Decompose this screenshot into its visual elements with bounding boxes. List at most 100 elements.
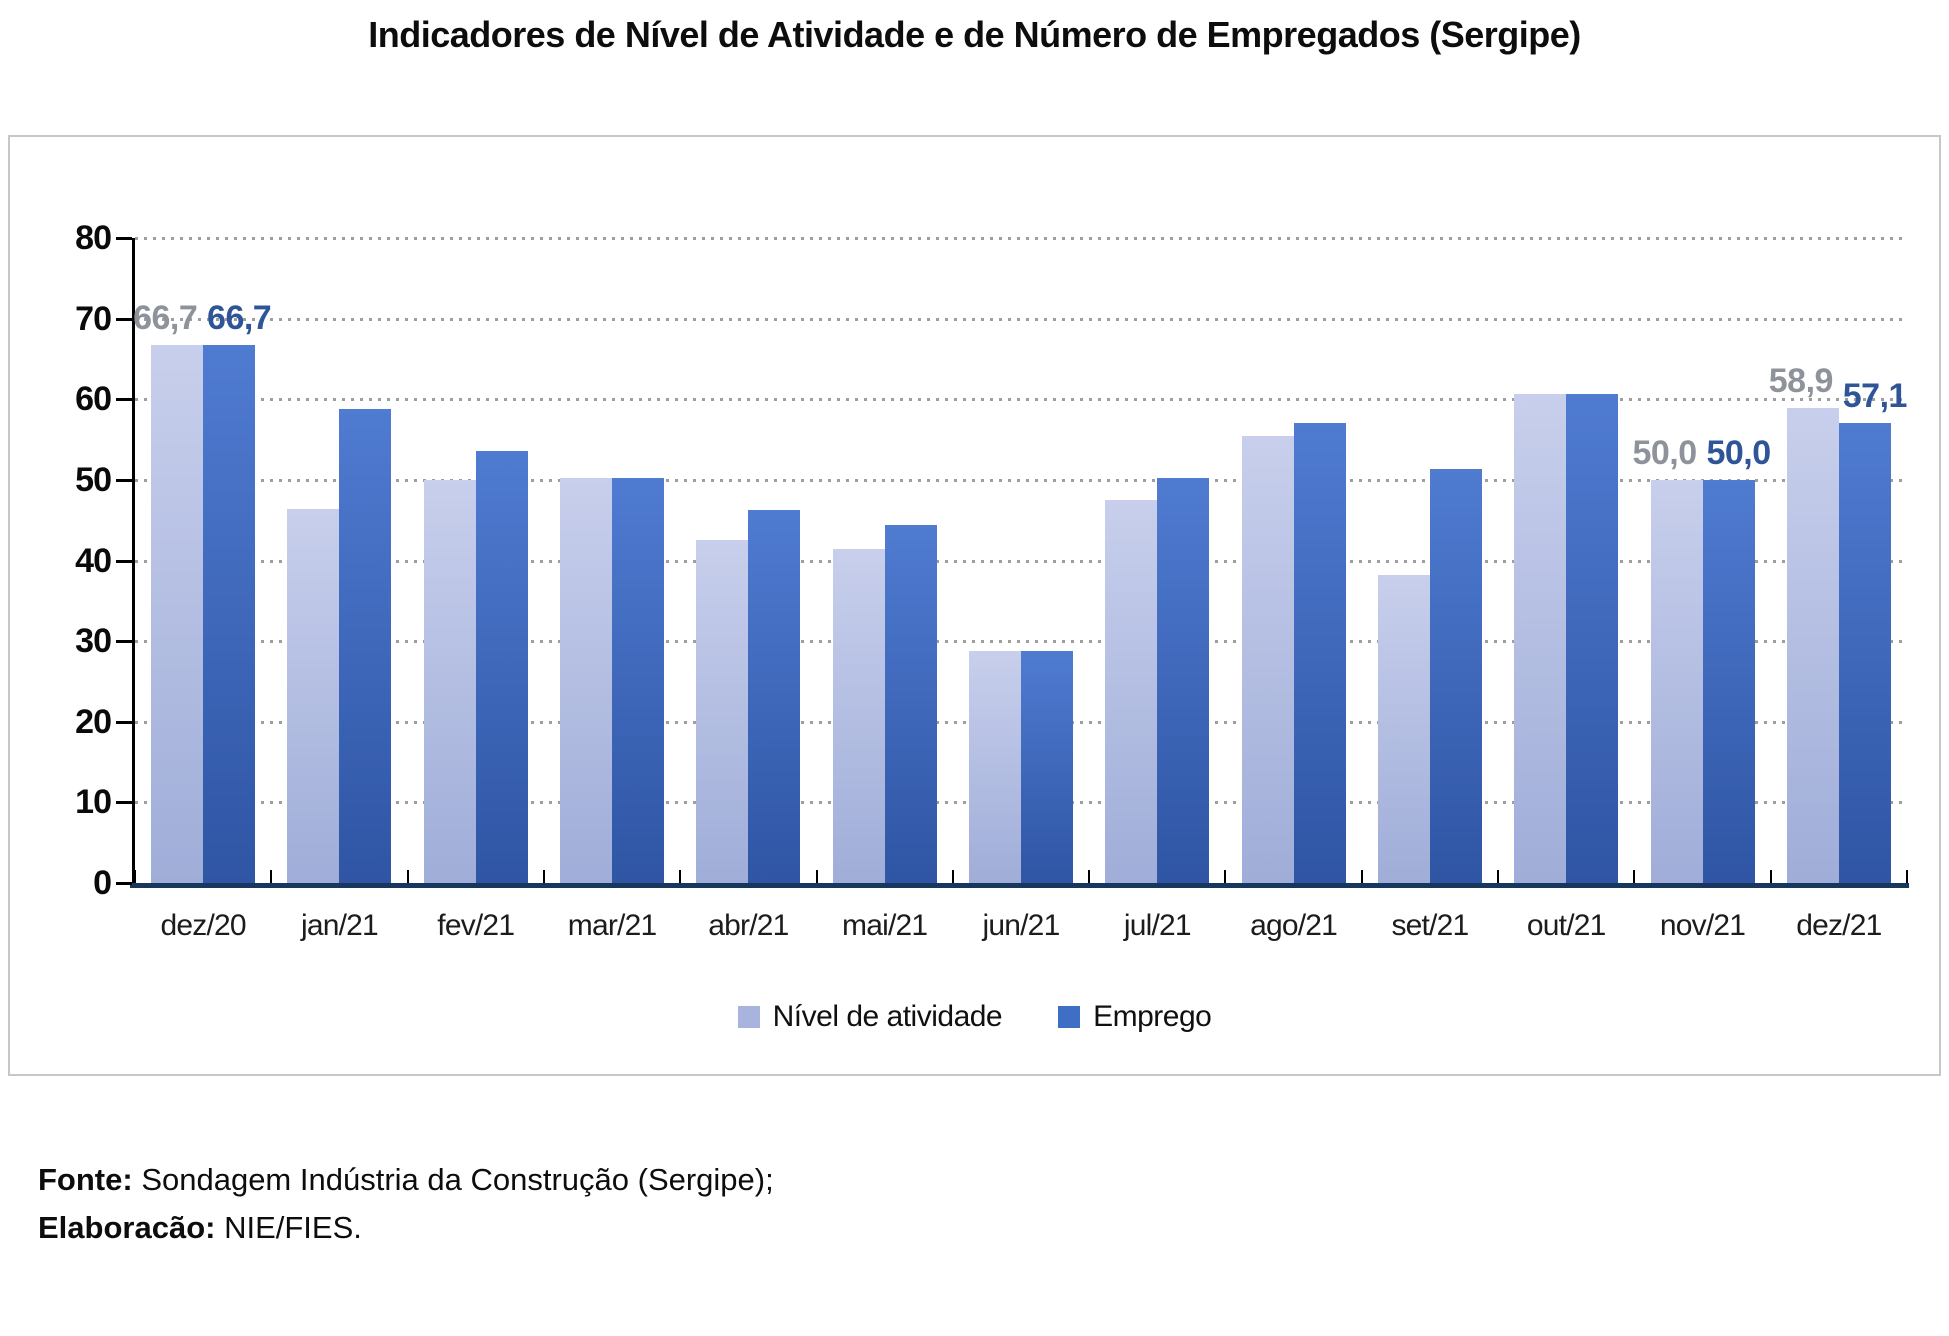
x-tick-label: abr/21 bbox=[708, 909, 789, 942]
elaboracao-text: NIE/FIES. bbox=[215, 1210, 362, 1245]
chart-frame: 0 10 20 30 40 50 60 70 80 dez/20 66,7 66,7 jan/21 fev… bbox=[8, 135, 1941, 1076]
bar-emprego bbox=[1021, 650, 1073, 883]
bar-nivel-de-atividade bbox=[1241, 436, 1294, 883]
bar-nivel-de-atividade bbox=[832, 549, 885, 883]
y-tick-label: 20 bbox=[75, 702, 112, 741]
bar-emprego bbox=[612, 478, 665, 883]
x-axis-tick bbox=[951, 870, 954, 883]
y-tick-label: 60 bbox=[75, 380, 112, 419]
y-axis-tick bbox=[116, 640, 132, 644]
legend-swatch-dark bbox=[1058, 1006, 1081, 1028]
y-axis-tick bbox=[116, 720, 132, 724]
x-tick-label: mar/21 bbox=[567, 909, 657, 942]
x-axis-tick bbox=[134, 870, 136, 883]
x-axis-tick bbox=[1633, 870, 1636, 883]
bar-emprego bbox=[1429, 469, 1482, 883]
x-tick-label: jul/21 bbox=[1123, 909, 1192, 942]
gridline-70 bbox=[135, 317, 1907, 321]
x-tick-label: ago/21 bbox=[1250, 909, 1338, 942]
bar-nivel-de-atividade bbox=[1650, 479, 1703, 883]
bar-nivel-de-atividade bbox=[1105, 500, 1158, 883]
bar-nivel-de-atividade bbox=[1377, 575, 1430, 883]
plot-area: 0 10 20 30 40 50 60 70 80 dez/20 66,7 66,7 jan/21 fev… bbox=[75, 219, 1909, 942]
legend-item-emprego: Emprego bbox=[1058, 1000, 1212, 1034]
legend-label: Nível de atividade bbox=[772, 1000, 1003, 1033]
x-axis-tick bbox=[270, 870, 273, 883]
bar-nivel-de-atividade bbox=[423, 479, 476, 883]
gridline-50 bbox=[135, 478, 1907, 482]
x-tick-label: jun/21 bbox=[982, 909, 1061, 942]
value-label-emprego: 66,7 bbox=[207, 299, 272, 338]
bar-emprego bbox=[1157, 478, 1210, 883]
elaboracao-label: Elaboracão: bbox=[38, 1210, 216, 1245]
y-tick-label: 80 bbox=[75, 219, 112, 257]
bar-nivel-de-atividade bbox=[287, 508, 340, 883]
value-label-nivel-de-atividade: 50,0 bbox=[1632, 433, 1697, 472]
gridline-60 bbox=[135, 398, 1907, 402]
x-tick-label: set/21 bbox=[1391, 909, 1469, 942]
y-axis-tick bbox=[116, 398, 132, 402]
y-tick-label: 70 bbox=[75, 299, 112, 338]
x-tick-label: dez/20 bbox=[160, 909, 247, 942]
fonte-text: Sondagem Indústria da Construção (Sergip… bbox=[132, 1162, 774, 1197]
gridline-40 bbox=[135, 559, 1907, 563]
x-axis-tick bbox=[1906, 870, 1908, 883]
y-axis-tick bbox=[116, 801, 132, 805]
bar-nivel-de-atividade bbox=[969, 650, 1021, 883]
bar-emprego bbox=[884, 525, 937, 883]
x-axis-tick bbox=[542, 870, 545, 883]
x-axis-tick bbox=[1769, 870, 1772, 883]
elaboracao-line: Elaboracão: NIE/FIES. bbox=[38, 1204, 774, 1252]
x-axis-tick bbox=[1360, 870, 1363, 883]
y-axis-tick bbox=[116, 478, 132, 482]
bar-emprego bbox=[1838, 422, 1891, 883]
value-label-emprego: 50,0 bbox=[1706, 433, 1771, 472]
x-tick-label: mai/21 bbox=[842, 909, 928, 942]
x-tick-label: fev/21 bbox=[437, 909, 515, 942]
legend-swatch-light bbox=[737, 1006, 760, 1028]
bar-emprego bbox=[1566, 393, 1619, 883]
y-axis-tick bbox=[116, 559, 132, 563]
bar-nivel-de-atividade bbox=[1786, 408, 1839, 883]
fonte-line: Fonte: Sondagem Indústria da Construção … bbox=[38, 1156, 774, 1204]
x-axis-tick bbox=[679, 870, 682, 883]
y-tick-label: 30 bbox=[75, 622, 112, 661]
bar-nivel-de-atividade bbox=[151, 345, 204, 883]
bar-emprego bbox=[1702, 479, 1755, 883]
bar-emprego bbox=[339, 408, 392, 883]
bar-emprego bbox=[748, 509, 801, 883]
y-axis-tick bbox=[116, 317, 132, 321]
y-axis-line bbox=[132, 238, 135, 883]
page-title: Indicadores de Nível de Atividade e de N… bbox=[368, 14, 1581, 55]
gridline-30 bbox=[135, 640, 1907, 644]
x-axis-line bbox=[130, 883, 1909, 888]
legend-item-nivel-de-atividade: Nível de atividade bbox=[737, 1000, 1003, 1034]
x-axis-tick bbox=[1088, 870, 1091, 883]
y-tick-label: 50 bbox=[75, 460, 112, 499]
bar-emprego bbox=[1293, 422, 1346, 883]
fonte-label: Fonte: bbox=[38, 1162, 133, 1197]
x-axis-tick bbox=[406, 870, 409, 883]
source-note: Fonte: Sondagem Indústria da Construção … bbox=[38, 1156, 774, 1252]
chart-legend: Nível de atividade Emprego bbox=[10, 1000, 1939, 1034]
y-tick-label: 0 bbox=[93, 864, 112, 902]
y-axis-tick bbox=[116, 882, 132, 885]
legend-label: Emprego bbox=[1093, 1000, 1212, 1033]
bar-nivel-de-atividade bbox=[1514, 393, 1567, 883]
x-axis-tick bbox=[1497, 870, 1500, 883]
y-tick-label: 40 bbox=[75, 541, 112, 580]
x-axis-tick bbox=[815, 870, 818, 883]
bar-emprego bbox=[475, 450, 528, 883]
bar-nivel-de-atividade bbox=[696, 539, 749, 883]
x-tick-label: nov/21 bbox=[1659, 909, 1746, 942]
x-tick-label: jan/21 bbox=[300, 909, 379, 942]
value-label-nivel-de-atividade: 58,9 bbox=[1768, 362, 1834, 401]
x-tick-label: out/21 bbox=[1526, 909, 1606, 942]
value-label-emprego: 57,1 bbox=[1842, 376, 1908, 415]
y-tick-label: 10 bbox=[75, 783, 112, 822]
gridline-80 bbox=[135, 237, 1907, 240]
bar-emprego bbox=[203, 345, 256, 883]
x-axis-tick bbox=[1224, 870, 1227, 883]
value-label-nivel-de-atividade: 66,7 bbox=[133, 299, 198, 338]
x-tick-label: dez/21 bbox=[1796, 909, 1882, 942]
